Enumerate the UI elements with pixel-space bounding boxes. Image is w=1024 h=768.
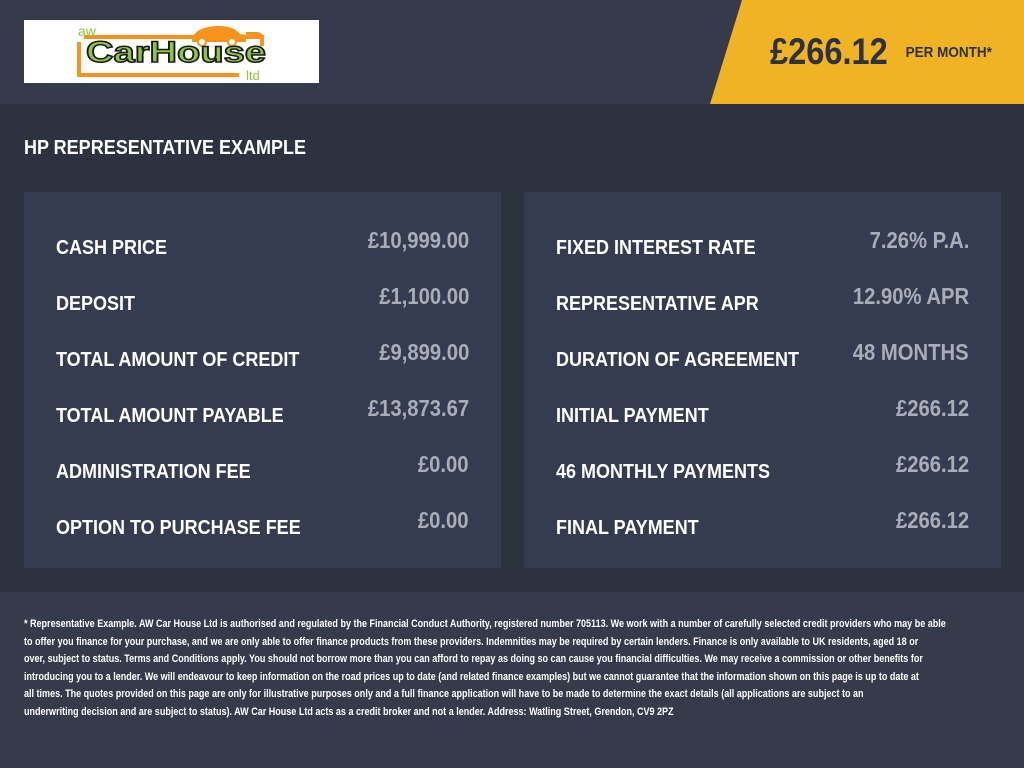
finance-label: TOTAL AMOUNT PAYABLE xyxy=(56,404,284,427)
finance-label: OPTION TO PURCHASE FEE xyxy=(56,516,301,539)
finance-row: DURATION OF AGREEMENT 48 MONTHS xyxy=(556,324,969,380)
finance-value: £0.00 xyxy=(418,506,469,533)
disclaimer-line: all times. The quotes provided on this p… xyxy=(24,688,864,700)
finance-row: FIXED INTEREST RATE 7.26% P.A. xyxy=(556,212,969,268)
finance-row: OPTION TO PURCHASE FEE £0.00 xyxy=(56,492,469,548)
finance-value: 48 MONTHS xyxy=(853,338,969,365)
finance-row: 46 MONTHLY PAYMENTS £266.12 xyxy=(556,436,969,492)
finance-value: £13,873.67 xyxy=(367,394,469,421)
finance-value: £10,999.00 xyxy=(367,226,469,253)
finance-row: REPRESENTATIVE APR 12.90% APR xyxy=(556,268,969,324)
disclaimer-line: * Representative Example. AW Car House L… xyxy=(24,618,946,630)
disclaimer-line: to offer you finance for your purchase, … xyxy=(24,635,919,648)
logo[interactable]: aw CarHouse ltd xyxy=(24,20,319,83)
finance-row: ADMINISTRATION FEE £0.00 xyxy=(56,436,469,492)
header: aw CarHouse ltd £266.12 PER MONTH* xyxy=(0,0,1024,104)
finance-label: TOTAL AMOUNT OF CREDIT xyxy=(56,348,300,371)
monthly-price: £266.12 xyxy=(770,31,889,72)
finance-label: FIXED INTEREST RATE xyxy=(556,236,756,259)
finance-label: REPRESENTATIVE APR xyxy=(556,292,759,315)
per-month-label: PER MONTH* xyxy=(905,43,992,61)
finance-row: INITIAL PAYMENT £266.12 xyxy=(556,380,969,436)
finance-panel-right: FIXED INTEREST RATE 7.26% P.A. REPRESENTAT… xyxy=(524,192,1001,568)
finance-label: 46 MONTHLY PAYMENTS xyxy=(556,460,771,483)
finance-value: £266.12 xyxy=(895,394,969,421)
carhouse-logo-icon: aw CarHouse ltd xyxy=(77,23,267,83)
finance-label: DURATION OF AGREEMENT xyxy=(556,348,799,371)
disclaimer-line: underwriting decision and are subject to… xyxy=(24,705,674,718)
finance-label: CASH PRICE xyxy=(56,236,168,259)
svg-text:ltd: ltd xyxy=(246,68,260,83)
finance-value: 12.90% APR xyxy=(852,282,969,309)
finance-label: DEPOSIT xyxy=(56,292,136,315)
finance-label: FINAL PAYMENT xyxy=(556,516,699,539)
disclaimer-line: over, subject to status. Terms and Condi… xyxy=(24,653,923,665)
disclaimer-line: introducing you to a lender. We will end… xyxy=(24,670,919,683)
finance-value: £266.12 xyxy=(895,506,969,533)
svg-text:CarHouse: CarHouse xyxy=(86,36,266,69)
finance-row: FINAL PAYMENT £266.12 xyxy=(556,492,969,548)
finance-row: TOTAL AMOUNT PAYABLE £13,873.67 xyxy=(56,380,469,436)
finance-label: ADMINISTRATION FEE xyxy=(56,460,251,483)
finance-value: £0.00 xyxy=(418,450,469,477)
finance-value: £9,899.00 xyxy=(378,338,469,365)
finance-label: INITIAL PAYMENT xyxy=(556,404,709,427)
svg-text:aw: aw xyxy=(78,23,97,39)
finance-value: £1,100.00 xyxy=(378,282,469,309)
finance-value: 7.26% P.A. xyxy=(869,226,969,253)
finance-row: DEPOSIT £1,100.00 xyxy=(56,268,469,324)
section-title: HP REPRESENTATIVE EXAMPLE xyxy=(24,137,307,159)
finance-value: £266.12 xyxy=(895,450,969,477)
finance-row: TOTAL AMOUNT OF CREDIT £9,899.00 xyxy=(56,324,469,380)
finance-row: CASH PRICE £10,999.00 xyxy=(56,212,469,268)
disclaimer: * Representative Example. AW Car House L… xyxy=(0,592,1024,768)
finance-panel-left: CASH PRICE £10,999.00 DEPOSIT £1,100.00 TOTA… xyxy=(24,192,501,568)
monthly-price-banner: £266.12 PER MONTH* xyxy=(710,0,1024,104)
